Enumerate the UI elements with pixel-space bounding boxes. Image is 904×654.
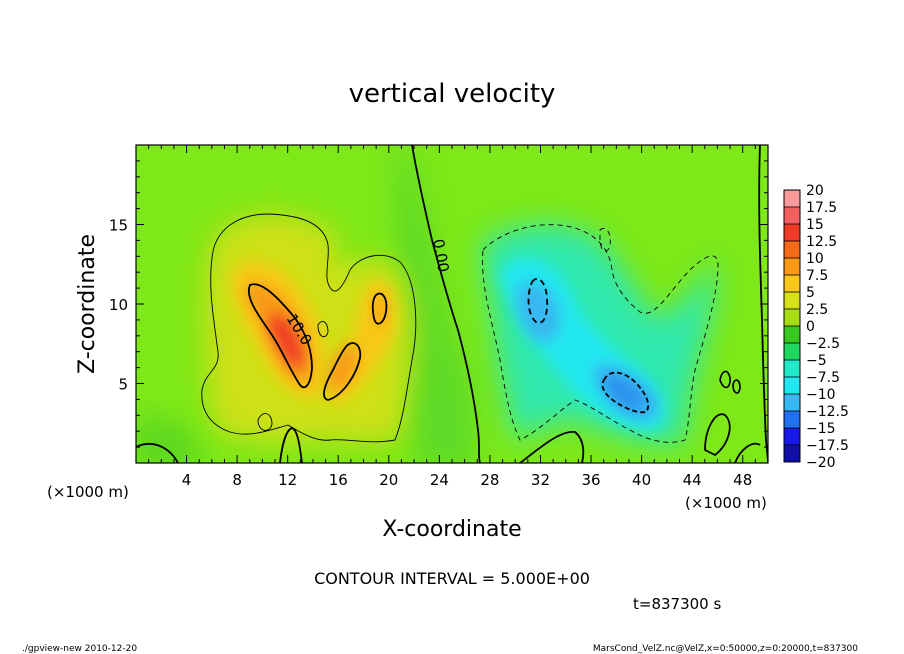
- footer-right: MarsCond_VelZ.nc@VelZ,x=0:50000,z=0:2000…: [593, 644, 858, 654]
- colorbar-swatch: [784, 445, 800, 463]
- y-axis-ticks: 5 10 15: [109, 160, 768, 448]
- y-tick-label: 15: [109, 217, 128, 235]
- colorbar-label: 20: [806, 183, 824, 199]
- colorbar-label: −12.5: [806, 404, 849, 420]
- y-tick-label: 10: [109, 296, 128, 314]
- x-tick-label: 12: [278, 471, 297, 489]
- colorbar-swatch: [784, 224, 800, 242]
- updraft-core-mid-2: [327, 342, 357, 392]
- colorbar-label: 5: [806, 285, 815, 301]
- contour-negative-5: [482, 224, 719, 443]
- x-tick-label: 32: [531, 471, 550, 489]
- colorbar-swatch: [784, 207, 800, 225]
- colorbar-swatch: [784, 190, 800, 208]
- downdraft-core-mid: [516, 281, 561, 343]
- contour-zero-bottom-2: [519, 431, 585, 463]
- colorbar-label: −17.5: [806, 438, 849, 454]
- colorbar-label: −5: [806, 353, 827, 369]
- colorbar-swatch: [784, 241, 800, 259]
- colorbar-swatch: [784, 326, 800, 344]
- contour-positive-5-hole-2: [257, 413, 273, 431]
- x-unit-label-right: (×1000 m): [685, 494, 767, 512]
- footer-left: ./gpview-new 2010-12-20: [22, 644, 137, 654]
- chart-title: vertical velocity: [349, 79, 556, 109]
- y-axis-label: Z-coordinate: [75, 234, 100, 374]
- colorbar-label: 15: [806, 217, 824, 233]
- updraft-core-peak: [268, 314, 304, 368]
- colorbar-label: −7.5: [806, 370, 840, 386]
- colorbar-label: 0: [806, 319, 815, 335]
- contour-zero-bottom-3: [704, 413, 731, 457]
- colorbar-label: 12.5: [806, 234, 837, 250]
- downdraft-core-peak: [603, 374, 646, 410]
- x-tick-label: 4: [182, 471, 192, 489]
- contour-zero-right: [758, 145, 768, 463]
- colorbar-swatch: [784, 411, 800, 429]
- time-text: t=837300 s: [633, 595, 721, 613]
- colorbar-swatch: [784, 394, 800, 412]
- x-tick-label: 24: [430, 471, 449, 489]
- colorbar-swatch: [784, 309, 800, 327]
- colorbar-label: −15: [806, 421, 836, 437]
- x-tick-label: 8: [232, 471, 242, 489]
- contour-positive-5-hole-1: [317, 321, 329, 338]
- contour-zero-small-2: [732, 379, 741, 394]
- y-tick-label: 5: [118, 376, 128, 394]
- colorbar-label: 2.5: [806, 302, 828, 318]
- contour-zero-bottom-4: [734, 442, 761, 463]
- zero-band-left: [136, 417, 200, 463]
- contour-interval-text: CONTOUR INTERVAL = 5.000E+00: [314, 569, 590, 588]
- contour-negative-5-2: [599, 227, 611, 252]
- colorbar-label: 10: [806, 251, 824, 267]
- x-axis-ticks: 4 8 12 16 20 24 28 32 36 40 44 48: [148, 145, 756, 489]
- colorbar-label: −20: [806, 455, 836, 471]
- colorbar-swatch: [784, 258, 800, 276]
- colorbar-swatch: [784, 343, 800, 361]
- contour-zero-bottom: [279, 427, 303, 463]
- contour-positive-10: [247, 283, 313, 389]
- colorbar-label: −10: [806, 387, 836, 403]
- zero-band-middle: [395, 150, 478, 463]
- x-unit-label-left: (×1000 m): [47, 483, 129, 501]
- contour-negative-10-2: [601, 371, 650, 414]
- x-tick-label: 48: [733, 471, 752, 489]
- x-axis-label: X-coordinate: [382, 517, 521, 542]
- contour-positive-10-3: [371, 292, 388, 325]
- colorbar-swatch: [784, 428, 800, 446]
- colorbar-swatch: [784, 360, 800, 378]
- colorbar-swatch: [784, 292, 800, 310]
- x-tick-label: 36: [581, 471, 600, 489]
- x-tick-label: 20: [379, 471, 398, 489]
- contour-positive-10-2: [323, 342, 362, 401]
- contour-lines: [136, 145, 768, 463]
- contour-label-zero: 0.00: [429, 238, 453, 274]
- contour-positive-5: [201, 213, 417, 443]
- contour-negative-10: [527, 277, 549, 324]
- contour-zero-middle: [411, 145, 481, 463]
- x-tick-label: 44: [683, 471, 702, 489]
- x-tick-label: 16: [329, 471, 348, 489]
- colorbar-label: −2.5: [806, 336, 840, 352]
- colorbar-label: 17.5: [806, 200, 837, 216]
- x-tick-label: 28: [480, 471, 499, 489]
- plot-area: 10.0 0.00: [136, 145, 768, 463]
- x-tick-label: 40: [632, 471, 651, 489]
- contour-zero-left: [136, 443, 179, 463]
- colorbar-label: 7.5: [806, 268, 828, 284]
- contour-zero-small-1: [719, 370, 731, 389]
- colorbar-swatch: [784, 275, 800, 293]
- colorbar-swatch: [784, 377, 800, 395]
- colorbar: 2017.51512.5107.552.50−2.5−5−7.5−10−12.5…: [783, 183, 849, 471]
